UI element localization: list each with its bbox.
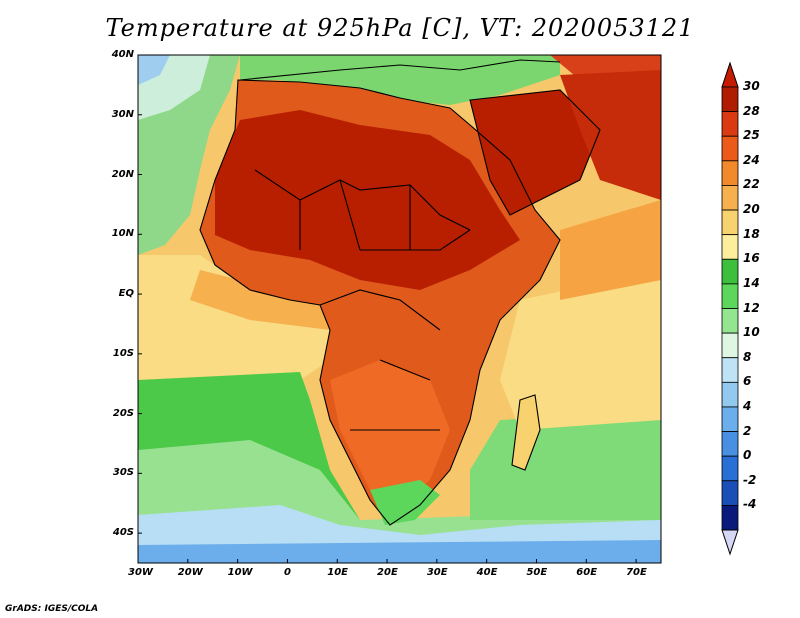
- colorbar-segment: [721, 209, 739, 236]
- lat-tick-label: EQ: [118, 288, 134, 300]
- colorbar-segment: [721, 160, 739, 186]
- lon-tick-label: 10W: [227, 567, 253, 578]
- colorbar-segment: [721, 135, 739, 162]
- colorbar-label: 6: [743, 374, 752, 389]
- lon-tick-label: 40E: [476, 567, 498, 578]
- madagascar: [512, 395, 540, 470]
- colorbar-segment: [721, 504, 739, 531]
- sahara-hot: [215, 110, 520, 290]
- colorbar-segment: [721, 86, 739, 113]
- colorbar-segment: [721, 111, 739, 137]
- lat-tick-label: 30N: [111, 108, 134, 120]
- southern-africa-warm: [330, 360, 450, 510]
- colorbar-label: 8: [743, 349, 752, 364]
- colorbar-label: 24: [743, 152, 760, 167]
- colorbar-segment: [721, 234, 739, 260]
- map-frame: [137, 54, 662, 564]
- lat-tick-label: 10S: [112, 347, 134, 359]
- colorbar-label: 4: [743, 398, 752, 413]
- lat-tick-label: 20S: [112, 407, 134, 419]
- colorbar-label: 18: [743, 226, 760, 241]
- south-africa-cool: [370, 480, 440, 525]
- map-plot-area: [138, 55, 661, 563]
- colorbar-label: 12: [743, 300, 760, 315]
- lon-tick-label: 60E: [576, 567, 598, 578]
- gulf-guinea-warm: [190, 270, 330, 330]
- colorbar-label: 28: [743, 103, 760, 118]
- colorbar-label: 10: [743, 325, 760, 340]
- mediterranean: [240, 55, 560, 105]
- country-borders: [199, 59, 601, 526]
- grads-credit: GrADS: IGES/COLA: [5, 604, 99, 614]
- arabia-hot: [470, 90, 600, 215]
- lat-tick-label: 10N: [111, 228, 134, 240]
- axis-ticks: [137, 54, 637, 563]
- colorbar-label: 16: [743, 251, 760, 266]
- lat-tick-label: 20N: [111, 168, 134, 180]
- lon-tick-label: 10E: [327, 567, 348, 578]
- colorbar-segment: [721, 283, 739, 309]
- colorbar-label: 30: [743, 79, 760, 93]
- lon-tick-label: 70E: [626, 567, 647, 578]
- colorbar-segment: [721, 332, 739, 359]
- colorbar-segment: [721, 480, 739, 506]
- colorbar: [721, 61, 739, 556]
- colorbar-label: 20: [743, 202, 760, 217]
- asia-warm: [560, 70, 661, 200]
- indian-ocean-yellow: [500, 270, 661, 430]
- lon-tick-label: 50E: [526, 567, 548, 578]
- lat-tick-label: 40N: [111, 49, 134, 60]
- colorbar-label: 25: [743, 128, 760, 143]
- colorbar-segment: [721, 406, 739, 432]
- colorbar-label: 0: [743, 448, 752, 463]
- colorbar-label: -4: [743, 497, 757, 512]
- lon-tick-label: 30E: [426, 567, 448, 578]
- colorbar-segment: [721, 455, 739, 482]
- gulf-guinea: [138, 255, 340, 380]
- colorbar-label: 14: [743, 275, 760, 290]
- southern-ocean-blue: [138, 540, 661, 563]
- lon-tick-label: 20E: [377, 567, 398, 578]
- map-title: Temperature at 925hPa [C], VT: 202005312…: [105, 14, 695, 42]
- lon-tick-label: 20W: [177, 567, 203, 578]
- colorbar-segment: [721, 185, 739, 211]
- colorbar-label: 22: [743, 177, 760, 192]
- colorbar-top-arrow: [721, 61, 739, 88]
- colorbar-segment: [721, 308, 739, 334]
- colorbar-segment: [721, 258, 739, 285]
- lat-tick-label: 30S: [112, 467, 134, 479]
- lon-tick-label: 0: [283, 567, 291, 578]
- colorbar-bottom-arrow: [721, 529, 739, 556]
- cool-ocean-nw2: [138, 55, 170, 85]
- lon-tick-label: 30W: [128, 567, 153, 578]
- colorbar-segment: [721, 357, 739, 383]
- colorbar-label: 2: [743, 423, 752, 438]
- colorbar-label: -2: [743, 472, 757, 487]
- colorbar-segment: [721, 381, 739, 408]
- colorbar-segment: [721, 431, 739, 457]
- lat-tick-label: 40S: [112, 527, 134, 539]
- arabian-sea: [560, 200, 661, 300]
